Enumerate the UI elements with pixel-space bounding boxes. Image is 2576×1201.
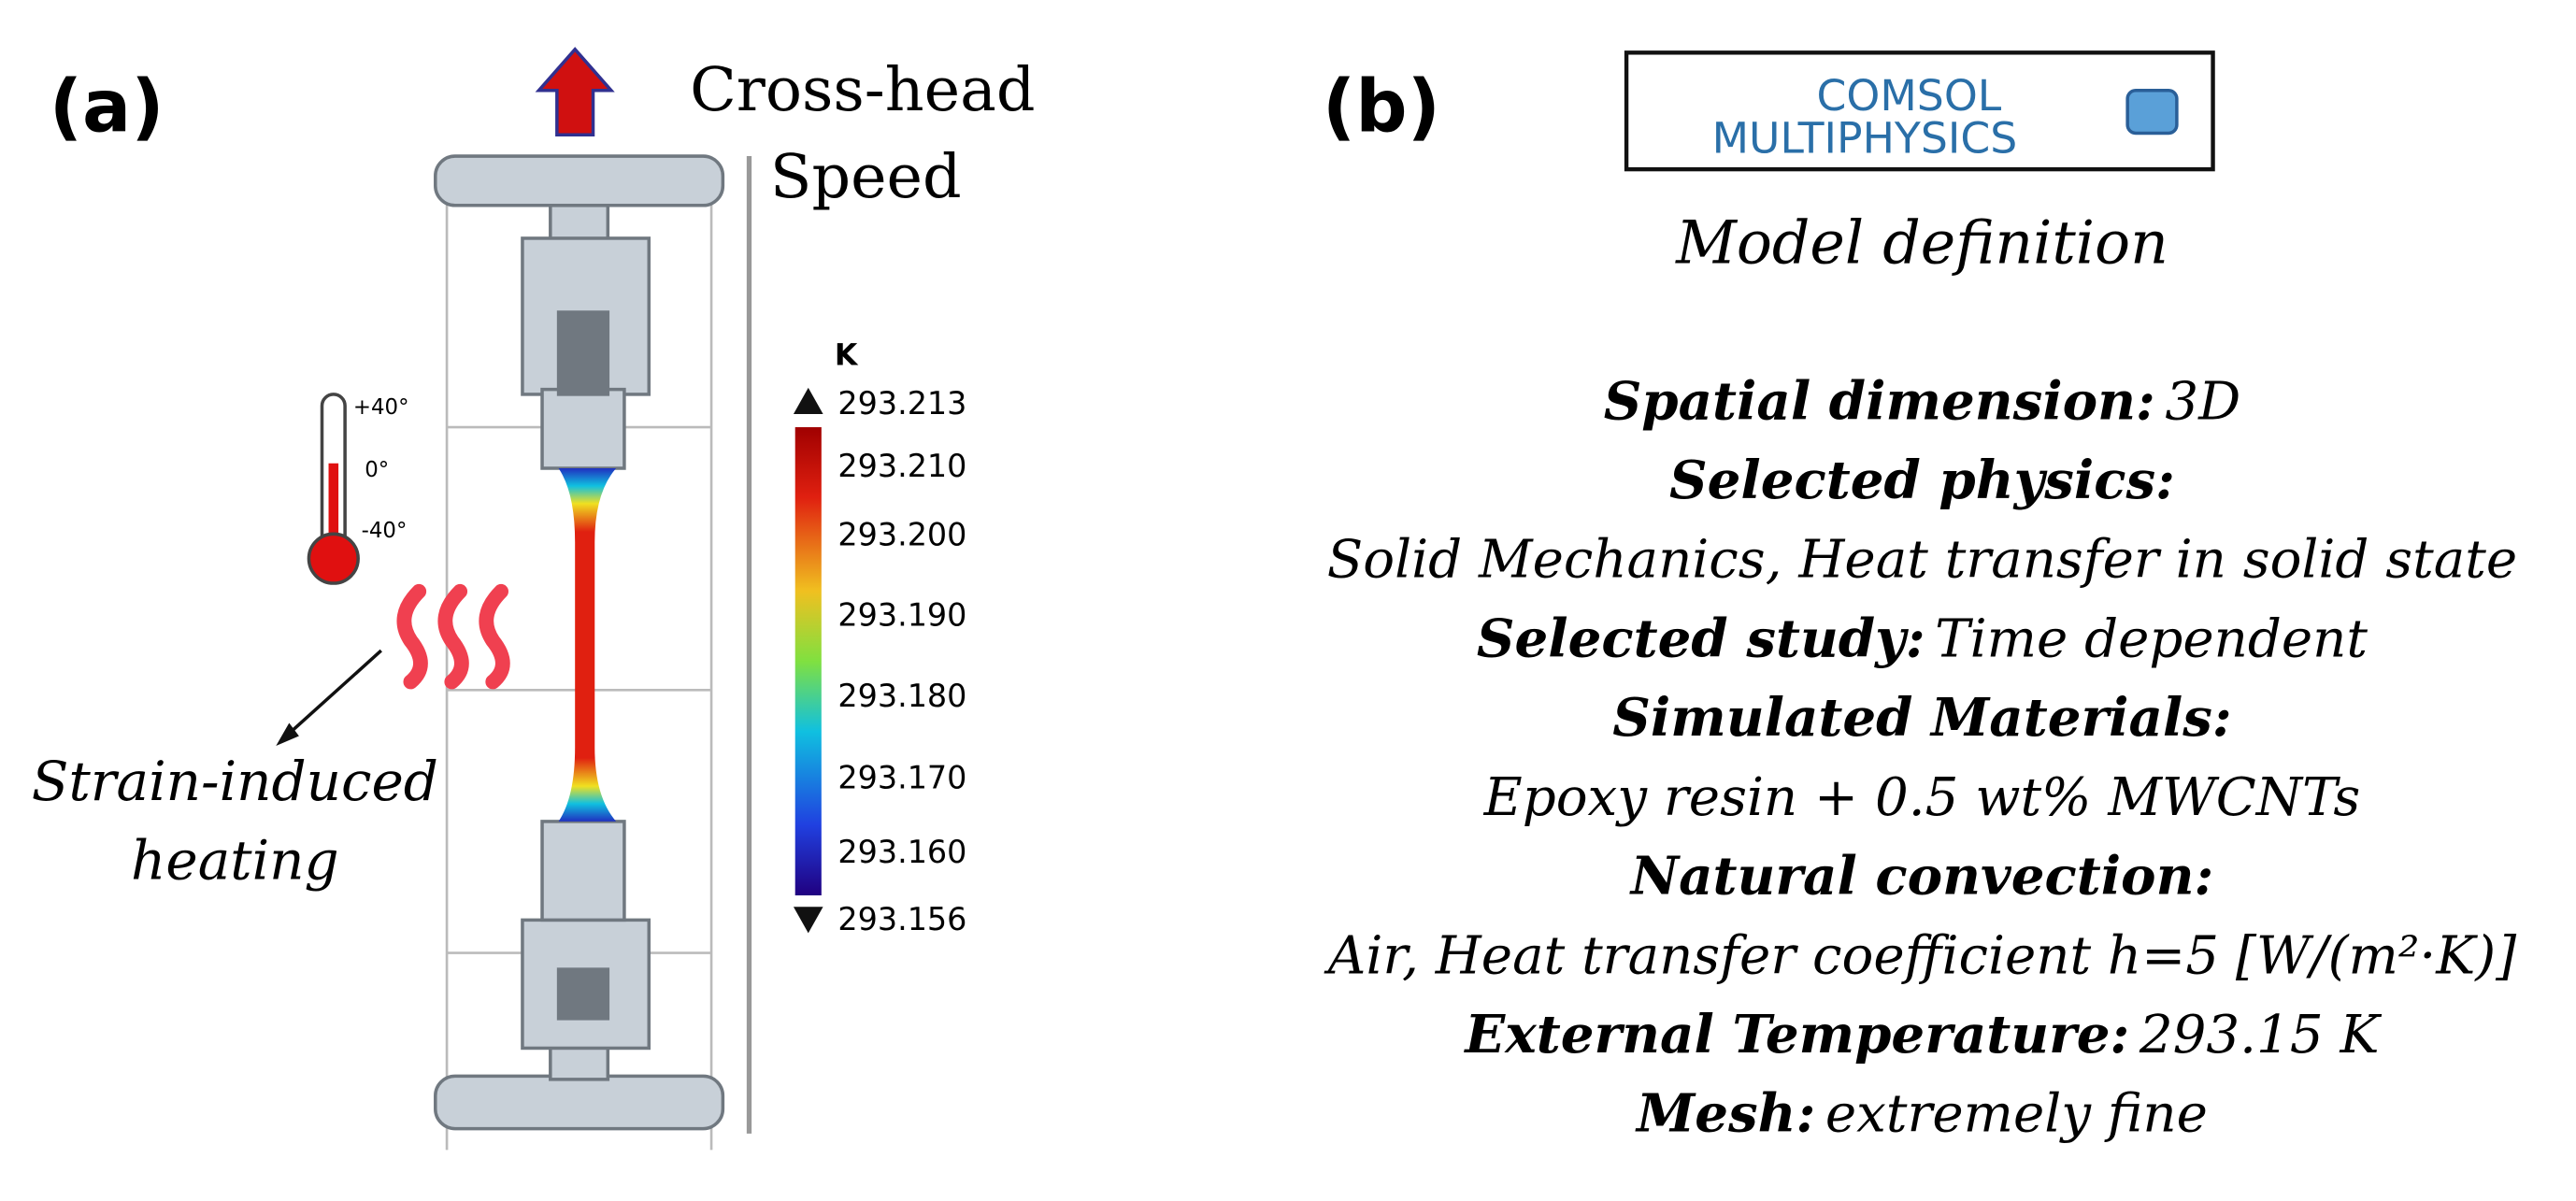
definition-line: Mesh: extremely fine [1635,1083,2208,1145]
arrow [281,649,382,741]
specimen [558,468,617,822]
colorbar-label: 293.213 [837,385,966,422]
heat-waves [396,583,510,690]
definition-line: Selected study: Time dependent [1477,608,2368,669]
colorbar [794,427,822,895]
colorbar-label: 293.156 [837,901,966,937]
line-label: Spatial dimension: [1604,370,2155,432]
line-label: Selected study: [1477,608,1925,669]
colorbar-label: 293.170 [837,760,966,796]
definition-line: Air, Heat transfer coefficient h=5 [W/(m… [1324,925,2517,986]
label: heating [131,828,339,892]
colorbar-unit: K [835,338,859,372]
definition-line: Solid Mechanics, Heat transfer in solid … [1327,530,2517,591]
line-label: Natural convection: [1629,846,2214,908]
colorbar-label: 293.210 [837,448,966,484]
line-label: Simulated Materials: [1612,687,2231,749]
colorbar-label: 293.190 [837,597,966,634]
line-label: Selected physics: [1669,450,2175,511]
line-value: Air, Heat transfer coefficient h=5 [W/(m… [1324,925,2517,986]
definition-line: Simulated Materials: [1612,687,2231,749]
triangle [793,907,823,934]
line-label: Mesh: [1635,1083,1815,1145]
panel-label: (b) [1323,65,1440,150]
triangle [793,387,823,415]
arrowhead [276,722,299,747]
colorbar-label: 293.200 [837,517,966,553]
logo-text: MULTIPHYSICS [1712,114,2018,164]
logo-box [1624,50,2215,172]
line-label: External Temperature: [1463,1004,2129,1065]
line-value: Time dependent [1935,608,2368,669]
definition-line: Spatial dimension: 3D [1604,370,2241,432]
colorbar-label: 293.160 [837,834,966,870]
logo-icon [2125,88,2179,136]
line-value: Solid Mechanics, Heat transfer in solid … [1327,530,2517,591]
tick-label: -40° [362,519,408,543]
colorbar-label: 293.180 [837,678,966,714]
label: Speed [770,142,962,212]
label: Strain-induced [32,750,438,813]
definition-line: Natural convection: [1629,846,2214,908]
tick-label: 0° [365,458,389,482]
definition-line: Epoxy resin + 0.5 wt% MWCNTs [1483,767,2361,828]
label: Cross-head [690,55,1035,125]
machine [434,154,725,1131]
logo-text: COMSOL [1817,71,2002,121]
thermometer [307,393,360,585]
definition-line: Selected physics: [1669,450,2175,511]
definition-line: External Temperature: 293.15 K [1463,1004,2382,1065]
line-value: 293.15 K [2139,1005,2383,1065]
line-value: Epoxy resin + 0.5 wt% MWCNTs [1483,767,2361,828]
tick-label: +40° [353,395,409,420]
arrow [535,47,615,136]
panel-label: (a) [50,65,165,150]
line-value: extremely fine [1825,1084,2208,1145]
line-value: 3D [2165,371,2240,432]
heading: Model definition [1675,207,2168,277]
